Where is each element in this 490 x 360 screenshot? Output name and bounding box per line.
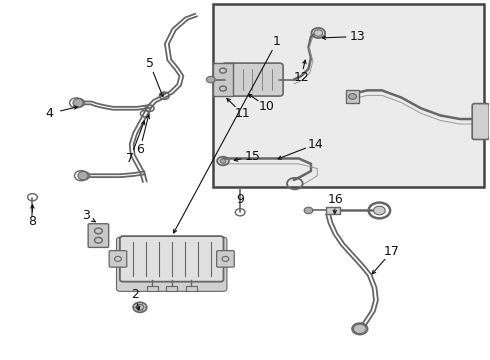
FancyBboxPatch shape bbox=[221, 63, 283, 96]
Text: 2: 2 bbox=[131, 288, 139, 301]
Circle shape bbox=[206, 76, 215, 83]
Text: 7: 7 bbox=[126, 152, 134, 165]
Text: 9: 9 bbox=[236, 193, 244, 206]
FancyBboxPatch shape bbox=[213, 4, 485, 187]
Text: 13: 13 bbox=[349, 30, 365, 43]
Circle shape bbox=[304, 207, 313, 214]
FancyBboxPatch shape bbox=[213, 63, 233, 96]
Circle shape bbox=[136, 305, 144, 310]
Text: 10: 10 bbox=[259, 100, 275, 113]
Circle shape bbox=[78, 171, 90, 180]
FancyBboxPatch shape bbox=[147, 286, 158, 291]
FancyBboxPatch shape bbox=[109, 251, 127, 267]
Text: 4: 4 bbox=[46, 107, 53, 120]
FancyBboxPatch shape bbox=[326, 207, 340, 214]
Text: 15: 15 bbox=[245, 150, 260, 163]
Text: 14: 14 bbox=[308, 138, 324, 150]
Circle shape bbox=[348, 94, 356, 99]
Text: 17: 17 bbox=[384, 245, 399, 258]
Circle shape bbox=[373, 206, 385, 215]
Text: 6: 6 bbox=[136, 143, 144, 156]
FancyBboxPatch shape bbox=[186, 286, 196, 291]
FancyBboxPatch shape bbox=[88, 224, 109, 247]
Circle shape bbox=[73, 99, 85, 107]
Text: 1: 1 bbox=[273, 35, 281, 49]
FancyBboxPatch shape bbox=[346, 90, 359, 103]
Text: 8: 8 bbox=[28, 215, 36, 228]
Circle shape bbox=[314, 30, 323, 36]
Text: 12: 12 bbox=[294, 71, 309, 84]
Text: 3: 3 bbox=[82, 210, 90, 222]
FancyBboxPatch shape bbox=[166, 286, 177, 291]
Circle shape bbox=[220, 159, 226, 163]
FancyBboxPatch shape bbox=[117, 237, 227, 291]
FancyBboxPatch shape bbox=[120, 236, 223, 282]
Circle shape bbox=[133, 302, 147, 312]
FancyBboxPatch shape bbox=[472, 104, 490, 139]
FancyBboxPatch shape bbox=[217, 251, 234, 267]
Text: 16: 16 bbox=[327, 193, 343, 206]
Text: 5: 5 bbox=[146, 57, 154, 70]
Text: 11: 11 bbox=[235, 107, 250, 120]
Circle shape bbox=[353, 324, 366, 333]
